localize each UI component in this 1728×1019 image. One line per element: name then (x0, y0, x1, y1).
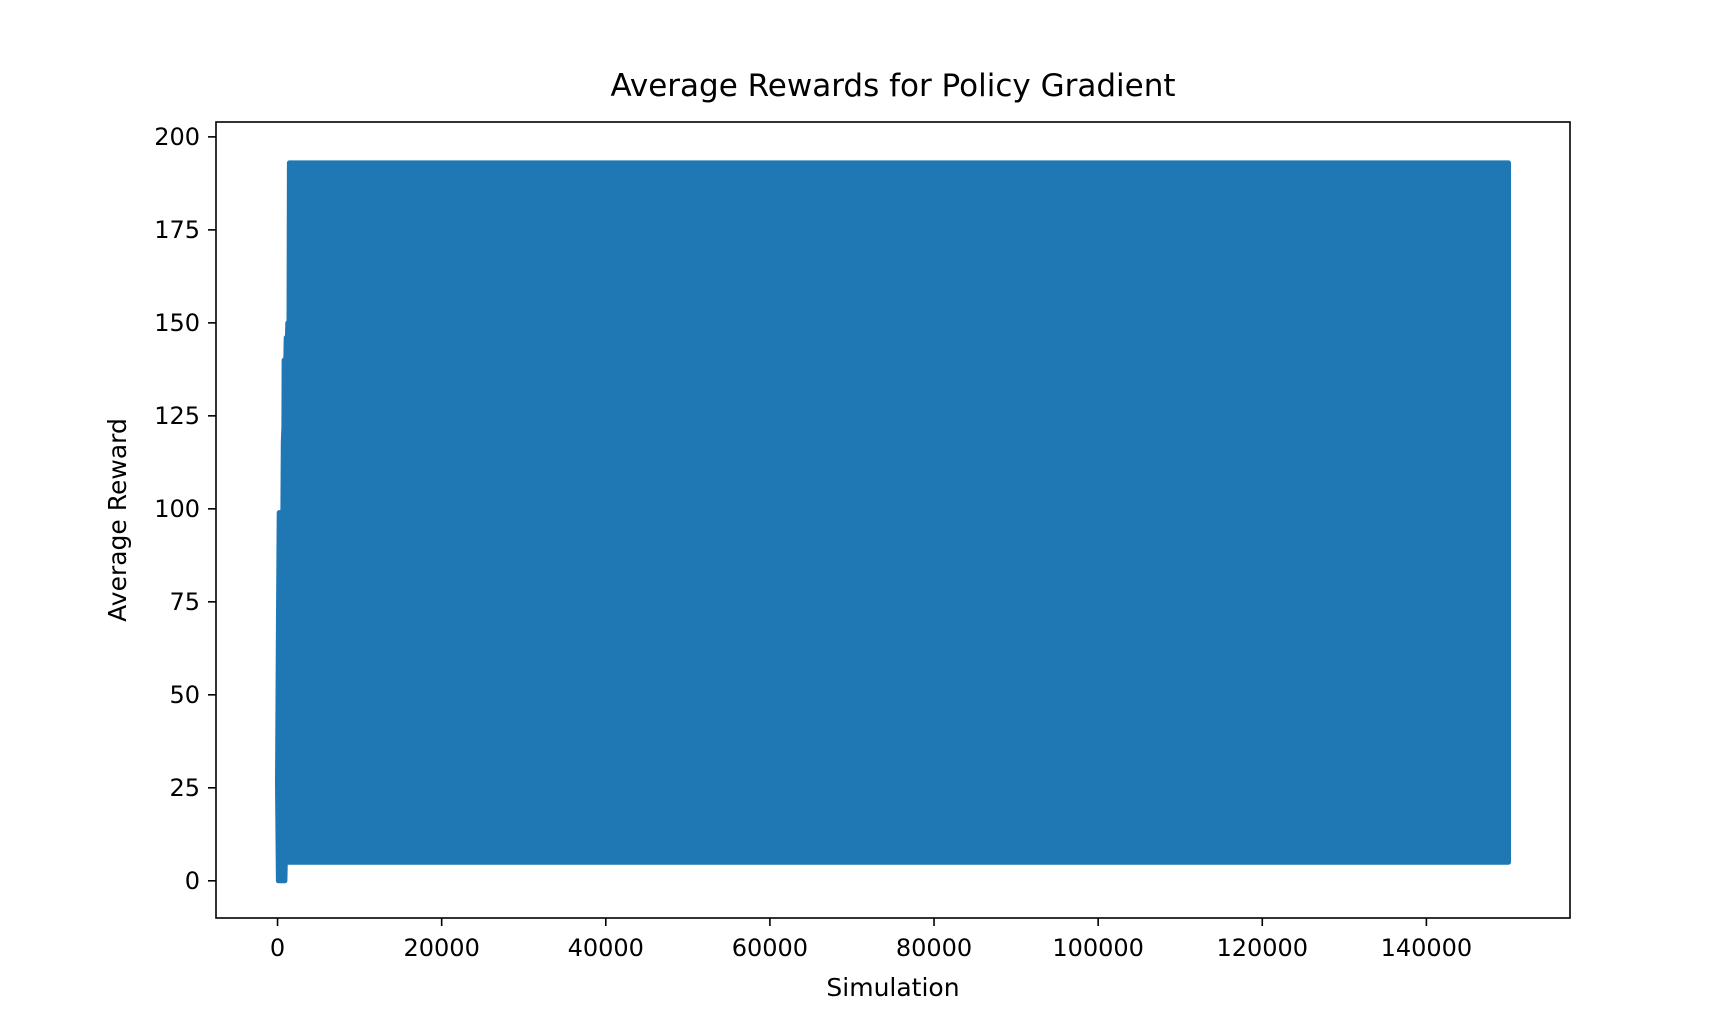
x-tick-label: 20000 (403, 934, 479, 962)
x-tick-label: 80000 (896, 934, 972, 962)
y-tick-label: 125 (154, 402, 200, 430)
series-line-0 (275, 160, 1511, 884)
plot-frame (215, 121, 1571, 919)
y-tick-label: 25 (169, 774, 200, 802)
y-tick-label: 175 (154, 216, 200, 244)
y-axis: 0 25 50 75 100 125 150 175 200 (154, 123, 216, 895)
x-tick-label: 0 (270, 934, 285, 962)
y-tick-label: 100 (154, 495, 200, 523)
y-axis-label: Average Reward (103, 418, 132, 622)
y-tick-label: 150 (154, 309, 200, 337)
y-tick-label: 50 (169, 681, 200, 709)
y-tick-label: 0 (185, 867, 200, 895)
y-tick-label: 200 (154, 123, 200, 151)
x-axis-label: Simulation (826, 973, 959, 1002)
x-tick-label: 60000 (732, 934, 808, 962)
series-layer (275, 160, 1511, 884)
x-tick-label: 40000 (568, 934, 644, 962)
chart-title: Average Rewards for Policy Gradient (610, 68, 1175, 104)
x-tick-label: 120000 (1216, 934, 1308, 962)
x-tick-label: 100000 (1052, 934, 1144, 962)
x-axis: 0 20000 40000 60000 80000 100000 120000 140000 (270, 918, 1472, 962)
y-tick-label: 75 (169, 588, 200, 616)
x-tick-label: 140000 (1381, 934, 1473, 962)
